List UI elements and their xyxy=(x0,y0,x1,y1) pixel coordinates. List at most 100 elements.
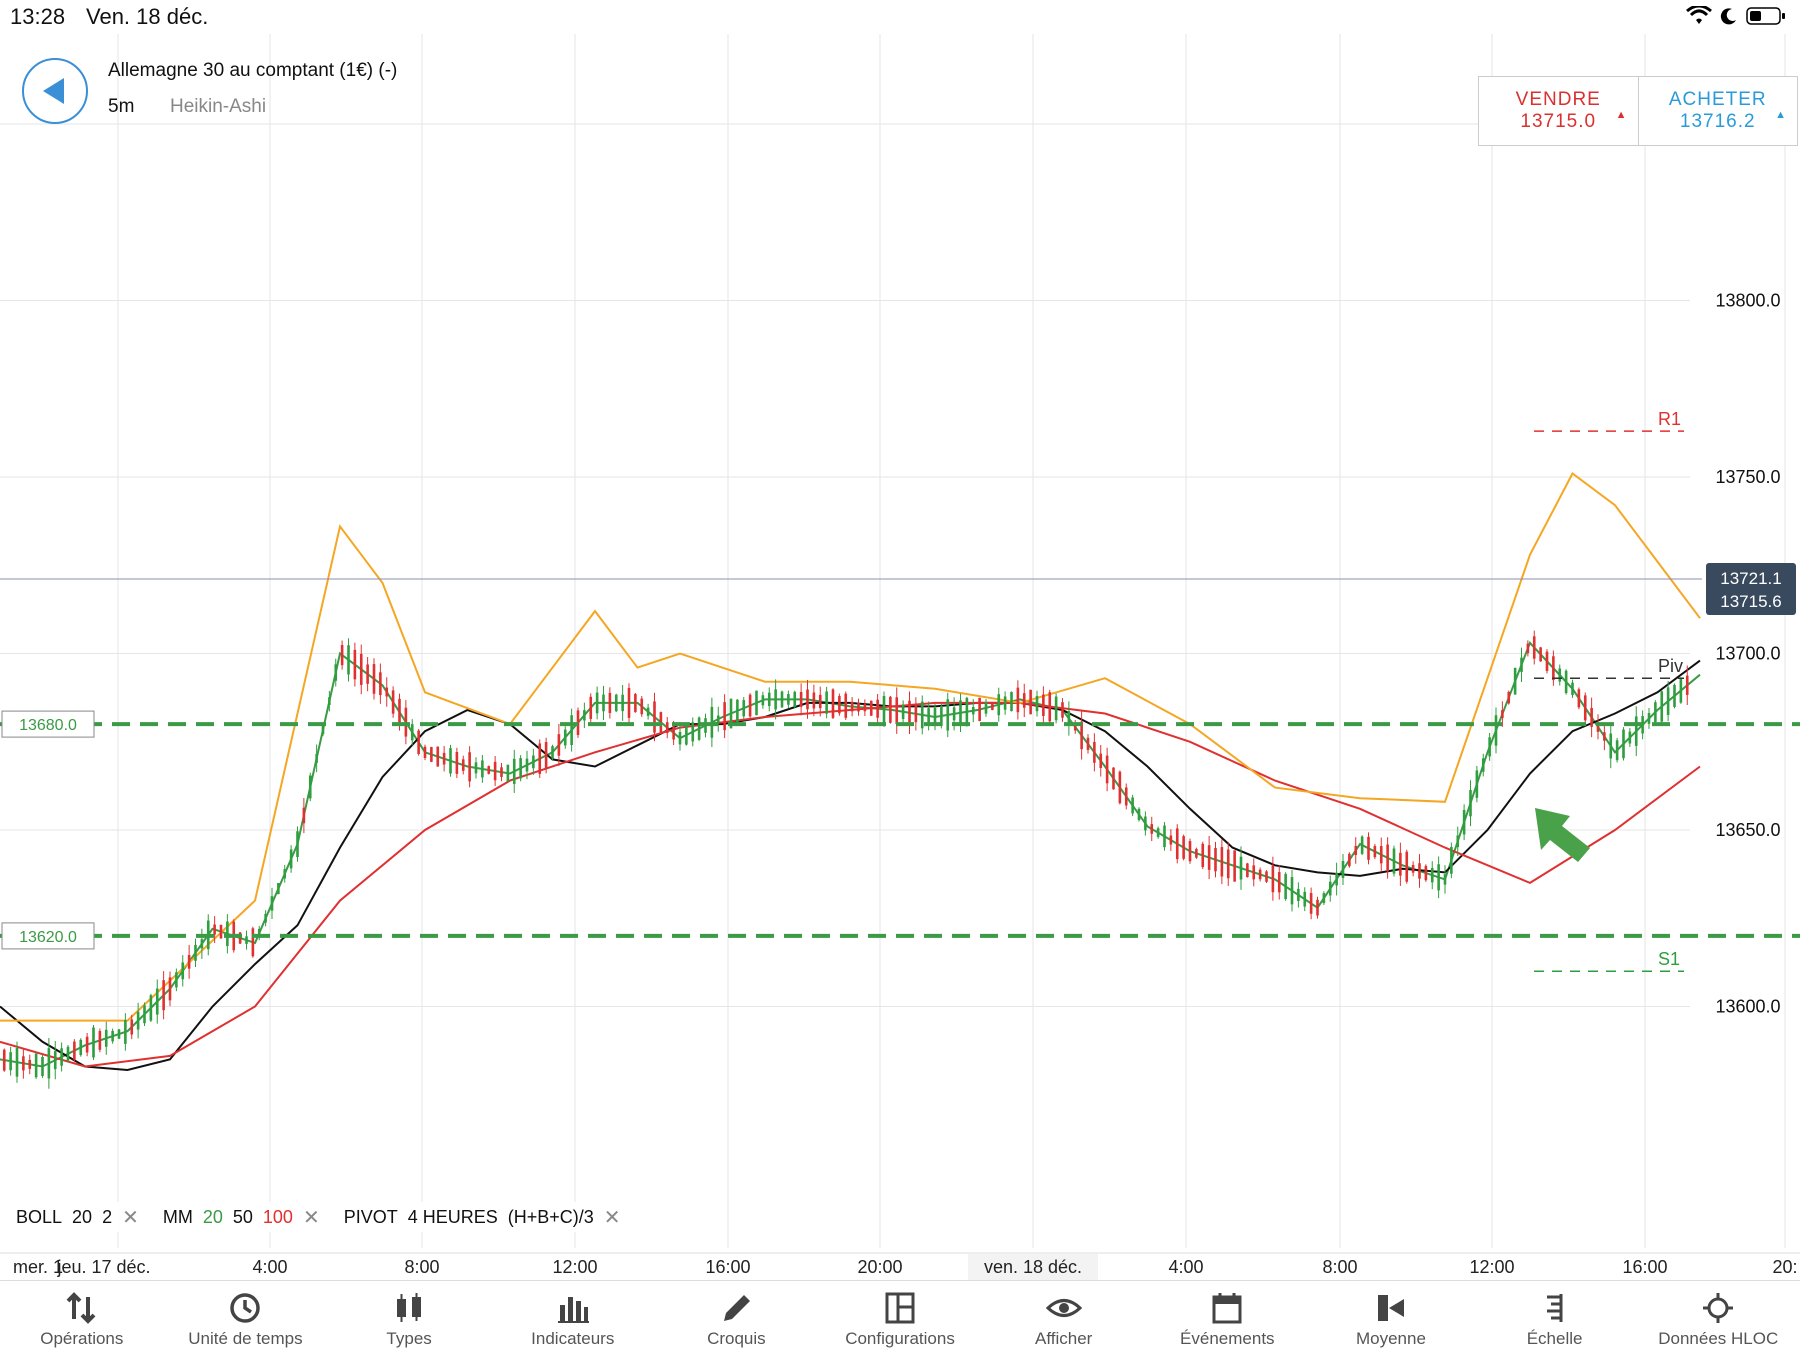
candle-body xyxy=(1309,893,1313,914)
candle-body xyxy=(519,758,522,779)
candle-body xyxy=(761,695,765,706)
candle-body xyxy=(1226,849,1230,879)
status-date: Ven. 18 déc. xyxy=(86,4,209,29)
candle-body xyxy=(1201,843,1205,868)
tab-configurations[interactable]: Configurations xyxy=(818,1281,982,1351)
tab-hloc[interactable]: Données HLOC xyxy=(1636,1281,1800,1351)
tab-events[interactable]: Événements xyxy=(1145,1281,1309,1351)
legend-pivot[interactable]: PIVOT 4 HEURES (H+B+C)/3 ✕ xyxy=(344,1205,621,1230)
buy-button[interactable]: ACHETER 13716.2 ▲ xyxy=(1637,77,1798,145)
candle-body xyxy=(774,689,777,710)
candle-body xyxy=(532,755,535,769)
candle-body xyxy=(1214,847,1217,872)
calendar-icon xyxy=(1212,1293,1242,1324)
alert-tag xyxy=(1,710,95,738)
candle-body xyxy=(889,696,892,723)
candle-body xyxy=(455,751,459,774)
candle-body xyxy=(729,698,733,729)
tab-indicators-label: Indicateurs xyxy=(531,1329,615,1348)
candle-body xyxy=(245,936,248,944)
candle-body xyxy=(780,691,784,708)
tab-operations[interactable]: Opérations xyxy=(0,1281,164,1351)
bollinger-line xyxy=(0,471,1701,1022)
back-arrow-icon xyxy=(43,78,64,104)
tab-sketch[interactable]: Croquis xyxy=(655,1281,819,1351)
candle-body xyxy=(914,705,918,723)
candle-body xyxy=(876,699,879,718)
candle-body xyxy=(1513,667,1517,695)
candle-body xyxy=(1494,715,1498,746)
sell-button[interactable]: VENDRE 13715.0 ▲ xyxy=(1479,77,1638,145)
tab-scale[interactable]: Échelle xyxy=(1473,1281,1637,1351)
candle-body xyxy=(359,653,363,685)
candle-body xyxy=(60,1048,63,1066)
tab-types-label: Types xyxy=(386,1329,432,1348)
candle-body xyxy=(347,645,350,675)
candle-body xyxy=(984,702,988,714)
remove-pivot-icon[interactable]: ✕ xyxy=(603,1206,621,1229)
candle-body xyxy=(544,742,548,769)
candle-body xyxy=(1035,696,1039,712)
tab-display[interactable]: Afficher xyxy=(982,1281,1146,1351)
candle-body xyxy=(155,988,159,1015)
candle-body xyxy=(334,664,338,681)
candle-body xyxy=(1080,721,1083,750)
candle-body xyxy=(838,695,841,714)
candle-body xyxy=(920,701,924,729)
candle-body xyxy=(1430,867,1434,883)
candle-body xyxy=(130,1019,134,1035)
candle-body xyxy=(1042,694,1045,716)
candle-body xyxy=(1175,828,1179,860)
candle-body xyxy=(1469,790,1472,817)
candle-body xyxy=(901,704,905,719)
candle-body xyxy=(716,715,720,723)
x-tick-label: 20:00 xyxy=(857,1257,902,1277)
candle-body xyxy=(117,1029,121,1039)
back-button[interactable] xyxy=(22,58,88,124)
pivot-level-label: Piv xyxy=(1658,656,1683,676)
candle-body xyxy=(1022,693,1026,708)
candle-body xyxy=(15,1047,19,1077)
candle-body xyxy=(1673,684,1676,707)
candle-body xyxy=(595,692,599,714)
remove-boll-icon[interactable]: ✕ xyxy=(122,1206,139,1229)
candle-body xyxy=(73,1041,76,1060)
candle-body xyxy=(41,1056,44,1077)
candle-body xyxy=(869,700,873,716)
candle-body xyxy=(1016,687,1020,713)
legend-mm[interactable]: MM 20 50 100 ✕ xyxy=(163,1205,320,1230)
candle-body xyxy=(410,724,414,741)
remove-mm-icon[interactable]: ✕ xyxy=(302,1206,320,1229)
candle-body xyxy=(538,743,542,774)
candle-body xyxy=(1622,729,1625,759)
candle-body xyxy=(251,928,255,957)
x-tick-label: 20: xyxy=(1772,1257,1797,1277)
candle-body xyxy=(512,758,516,784)
tab-timeframe[interactable]: Unité de temps xyxy=(164,1281,328,1351)
x-tick-label: 8:00 xyxy=(404,1257,439,1277)
candle-body xyxy=(423,746,427,758)
candle-body xyxy=(66,1046,70,1061)
price-chart[interactable]: 13850.013800.013750.013700.013650.013600… xyxy=(0,0,1800,1280)
tab-average[interactable]: Moyenne xyxy=(1309,1281,1473,1351)
candle-body xyxy=(1571,682,1574,695)
candle-body xyxy=(219,924,223,939)
tab-indicators[interactable]: Indicateurs xyxy=(491,1281,655,1351)
x-tick-label: ven. 18 déc. xyxy=(984,1257,1082,1277)
legend-boll[interactable]: BOLL 20 2 ✕ xyxy=(16,1205,139,1230)
status-icons xyxy=(1686,6,1786,26)
instrument-header: Allemagne 30 au comptant (1€) (-) 5m Hei… xyxy=(0,40,1800,146)
candle-body xyxy=(1061,702,1064,718)
candle-body xyxy=(1386,844,1389,872)
candle-body xyxy=(563,729,567,746)
tab-types[interactable]: Types xyxy=(327,1281,491,1351)
moyenne-icon xyxy=(1377,1295,1404,1321)
candle-body xyxy=(1481,758,1485,772)
candle-body xyxy=(1124,787,1128,806)
x-tick-label: 8:00 xyxy=(1322,1257,1357,1277)
x-tick-label: jeu. 17 déc. xyxy=(56,1257,150,1277)
candle-body xyxy=(264,913,267,923)
candle-body xyxy=(1373,845,1377,858)
buy-label: ACHETER xyxy=(1668,89,1767,110)
candle-body xyxy=(959,700,962,726)
